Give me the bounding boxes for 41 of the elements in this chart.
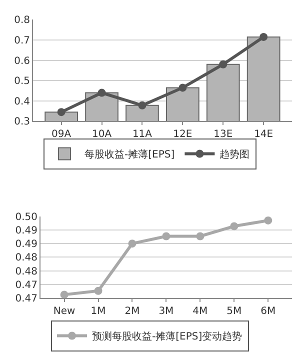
y-tick-label: 0.7 bbox=[14, 36, 30, 46]
x-tick-label: 12E bbox=[173, 129, 192, 140]
legend-label: 预测每股收益-摊薄[EPS]变动趋势 bbox=[92, 330, 242, 343]
point bbox=[260, 32, 268, 41]
x-tick-label: 4M bbox=[192, 306, 208, 317]
point bbox=[94, 286, 102, 295]
y-tick-label: 0.47 bbox=[15, 280, 38, 291]
y-tick-label: 0.4 bbox=[14, 96, 30, 108]
x-tick-label: 11A bbox=[132, 129, 152, 140]
x-tick-label: 10A bbox=[92, 129, 112, 140]
point bbox=[98, 88, 106, 97]
y-tick-label: 0.8 bbox=[14, 15, 30, 26]
x-tick-label: 09A bbox=[52, 129, 72, 140]
y-tick-label: 0.48 bbox=[15, 252, 38, 264]
x-tick-label: 13E bbox=[214, 129, 233, 140]
x-tick-label: 6M bbox=[260, 306, 276, 317]
y-tick-label: 0.49 bbox=[15, 239, 38, 250]
x-tick-label: New bbox=[53, 306, 76, 317]
x-tick-label: 14E bbox=[254, 129, 274, 140]
y-tick-label: 0.49 bbox=[15, 225, 38, 236]
y-tick-label: 0.50 bbox=[15, 212, 38, 223]
point bbox=[196, 232, 204, 240]
legend-label: 每股收益-摊薄[EPS] bbox=[84, 148, 175, 161]
point bbox=[264, 216, 272, 224]
x-tick-label: 2M bbox=[124, 306, 140, 317]
point bbox=[230, 222, 238, 230]
y-tick-label: 0.5 bbox=[14, 76, 30, 88]
point bbox=[219, 60, 228, 68]
point bbox=[128, 240, 136, 248]
y-tick-label: 0.48 bbox=[15, 266, 38, 278]
y-tick-label: 0.47 bbox=[15, 293, 38, 304]
point bbox=[60, 290, 68, 298]
point bbox=[178, 84, 187, 92]
x-tick-label: 5M bbox=[226, 306, 242, 317]
legend-label: 趋势图 bbox=[220, 148, 250, 161]
point bbox=[162, 232, 170, 240]
x-tick-label: 1M bbox=[90, 306, 106, 317]
point bbox=[138, 101, 146, 110]
y-tick-label: 0.3 bbox=[14, 116, 30, 128]
x-tick-label: 3M bbox=[158, 306, 174, 317]
y-tick-label: 0.6 bbox=[14, 56, 30, 67]
